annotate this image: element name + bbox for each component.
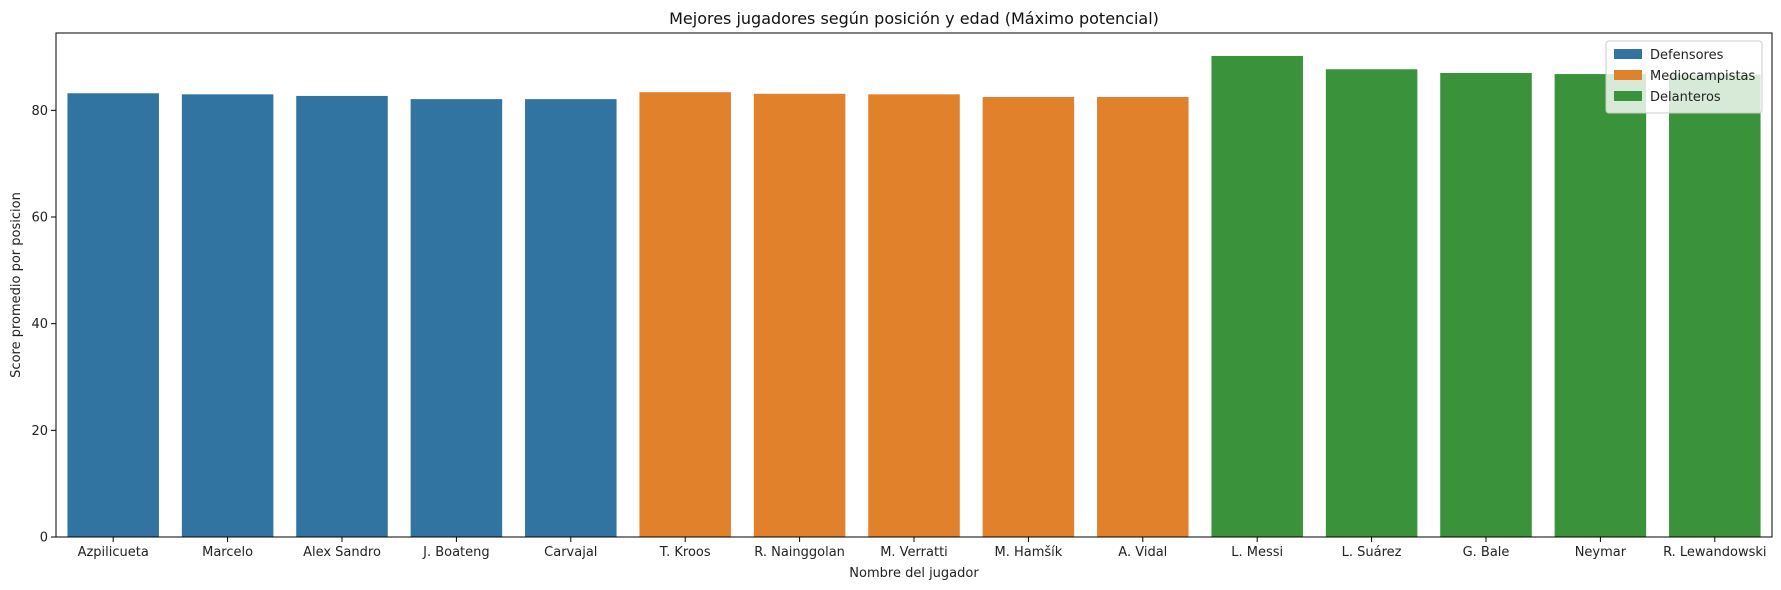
x-tick-label: R. Nainggolan [754, 545, 845, 560]
y-tick-label: 0 [40, 531, 48, 546]
legend-swatch-defensores [1614, 49, 1642, 59]
y-tick-label: 80 [31, 104, 48, 119]
y-tick-label: 60 [31, 211, 48, 226]
bar-r-nainggolan [753, 93, 846, 538]
x-tick-label: Neymar [1575, 545, 1627, 560]
bar-a-vidal [1097, 97, 1189, 537]
bar-alex-sandro [296, 95, 388, 537]
x-tick-label: J. Boateng [422, 545, 490, 560]
x-tick-label: Carvajal [544, 545, 597, 560]
x-tick-label: L. Suárez [1342, 545, 1402, 560]
bar-g-bale [1440, 73, 1532, 537]
y-tick-label: 20 [31, 424, 48, 439]
bar-j-boateng [410, 99, 503, 537]
legend: Defensores Mediocampistas Delanteros [1605, 40, 1763, 114]
x-tick-label: Marcelo [202, 545, 253, 560]
x-tick-label: Azpilicueta [78, 545, 149, 560]
bar-t-kroos [639, 92, 731, 537]
x-axis: Azpilicueta Marcelo Alex Sandro J. Boateng C… [78, 537, 1767, 560]
legend-label-defensores: Defensores [1650, 48, 1724, 63]
bar-r-lewandowski [1669, 74, 1761, 537]
bars-group [67, 55, 1761, 538]
bar-m-hamsik [982, 97, 1075, 537]
legend-label-mediocampistas: Mediocampistas [1650, 69, 1756, 84]
chart-title: Mejores jugadores según posición y edad … [669, 9, 1159, 28]
bar-azpilicueta [67, 93, 159, 538]
bar-marcelo [181, 94, 274, 537]
bar-neymar [1554, 74, 1647, 538]
x-axis-label: Nombre del jugador [849, 566, 979, 581]
x-tick-label: T. Kroos [659, 545, 711, 560]
legend-box [1605, 40, 1763, 114]
bar-l-suarez [1325, 69, 1418, 538]
y-axis: 0 20 40 60 80 [31, 104, 56, 546]
x-tick-label: R. Lewandowski [1663, 545, 1766, 560]
bar-carvajal [525, 99, 617, 537]
y-axis-label: Score promedio por posicion [9, 192, 24, 378]
legend-swatch-delanteros [1614, 91, 1642, 101]
bar-l-messi [1211, 55, 1303, 537]
x-tick-label: Alex Sandro [303, 545, 381, 560]
bar-m-verratti [868, 94, 960, 537]
y-tick-label: 40 [31, 317, 48, 332]
legend-label-delanteros: Delanteros [1650, 90, 1721, 105]
legend-swatch-mediocampistas [1614, 70, 1642, 80]
x-tick-label: M. Verratti [880, 545, 948, 560]
x-tick-label: M. Hamšík [994, 545, 1062, 560]
plot-frame [55, 32, 1773, 538]
x-tick-label: L. Messi [1231, 545, 1283, 560]
x-tick-label: A. Vidal [1118, 545, 1167, 560]
x-tick-label: G. Bale [1463, 545, 1510, 560]
